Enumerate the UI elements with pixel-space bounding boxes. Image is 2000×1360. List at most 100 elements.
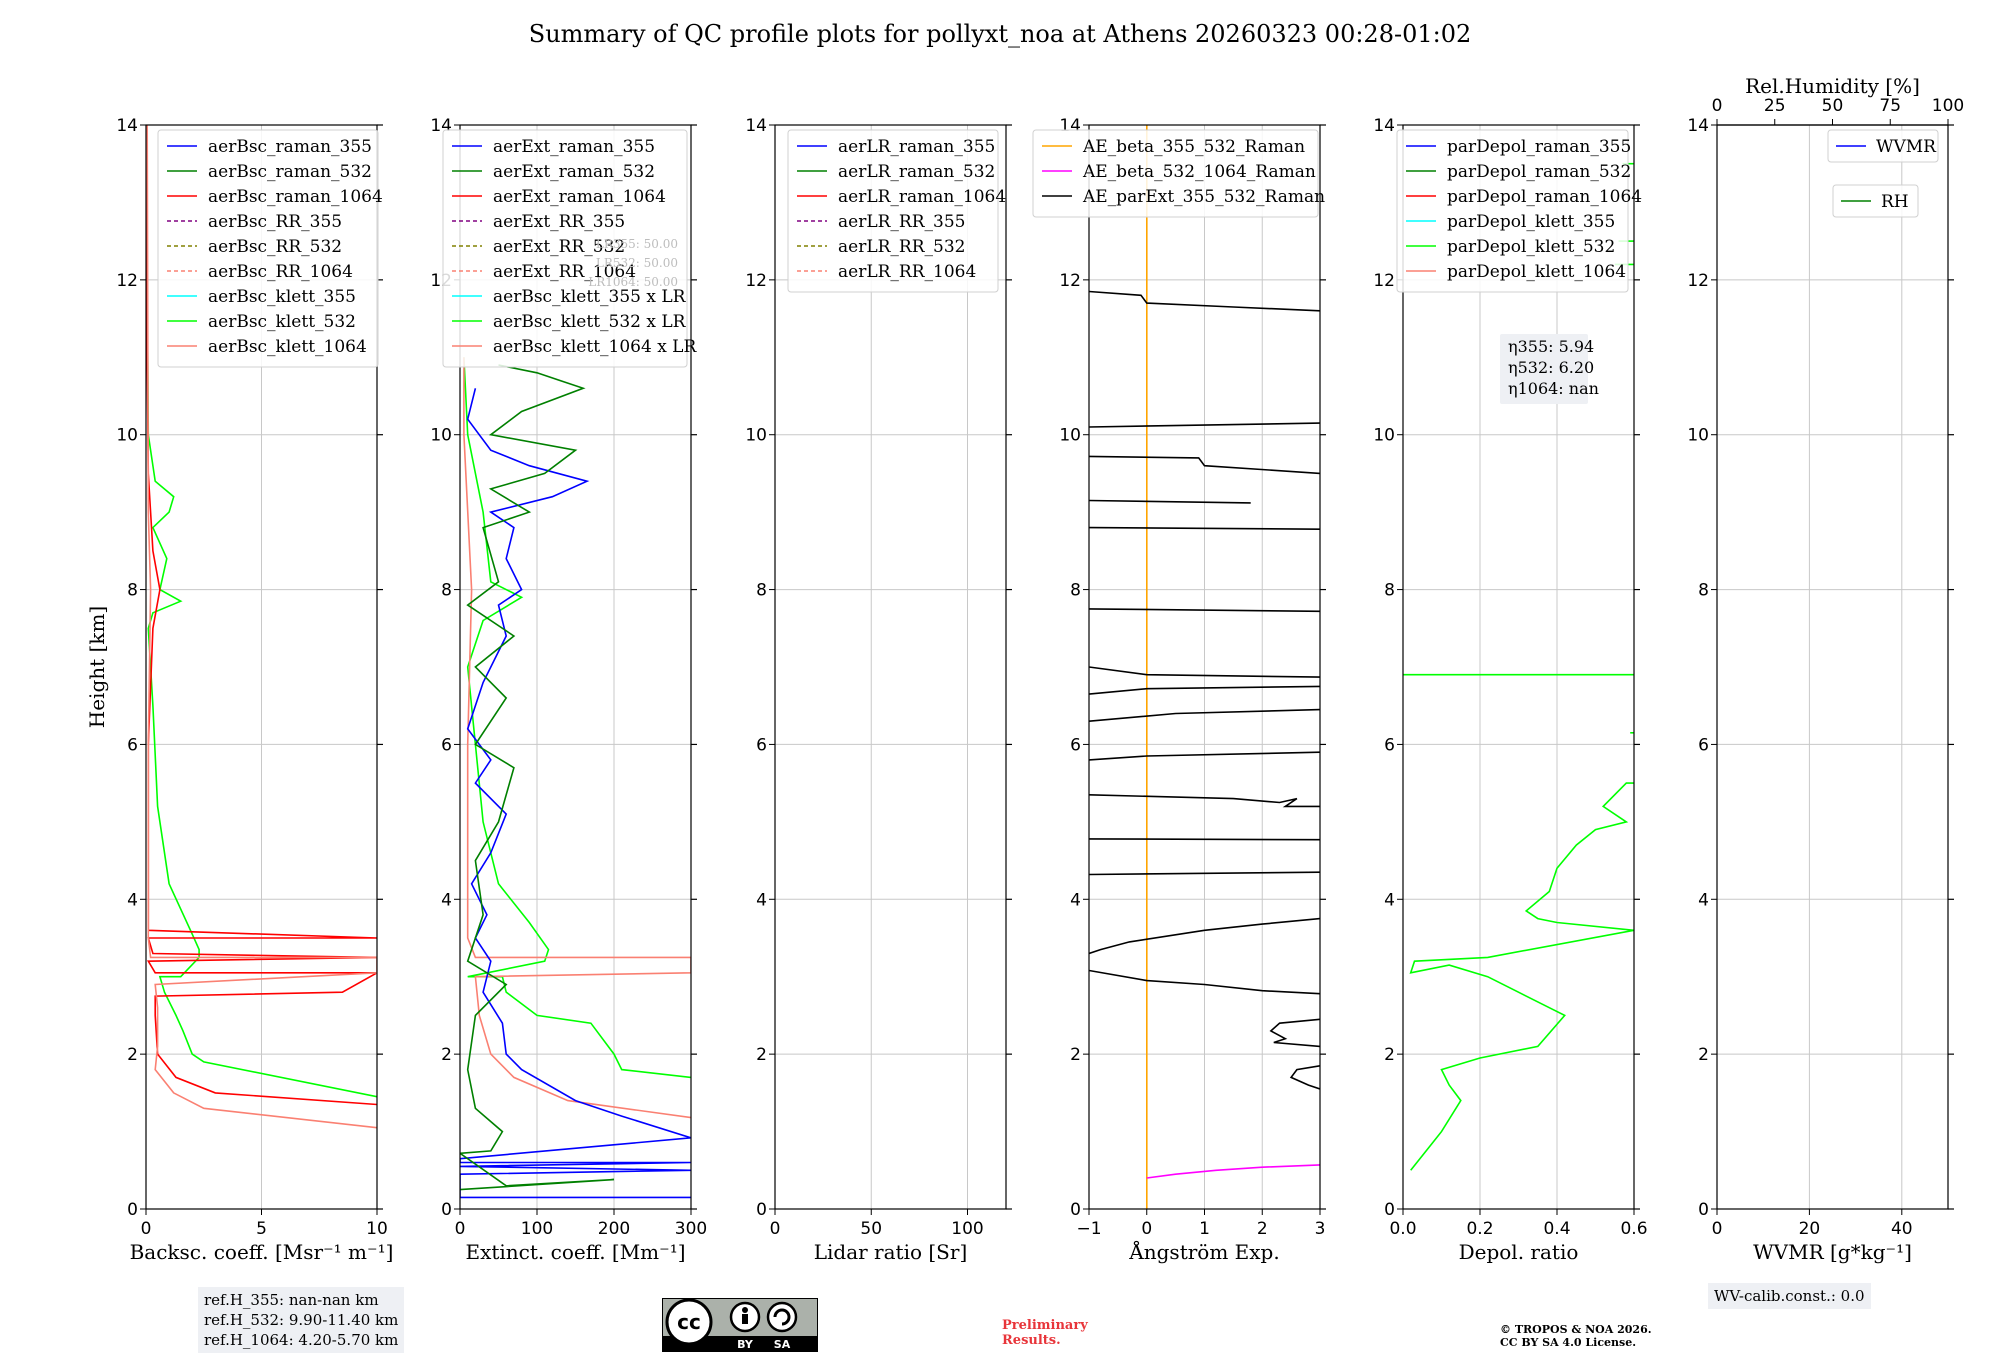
angstrom-series-AE_parExt_355_532_Raman-7 [1089, 685, 1320, 695]
water_vapor-top-xtick-label-4: 100 [1932, 96, 1964, 116]
depolarization-ytick-label-6: 12 [1373, 271, 1395, 291]
lidar_ratio-ytick-label-4: 8 [756, 581, 767, 601]
extinction-legend-label-6: aerBsc_klett_355 x LR [493, 287, 687, 307]
extinction-ytick-label-4: 8 [441, 581, 452, 601]
extinction-legend-box [442, 129, 688, 368]
angstrom-xtick-label-0: −1 [1076, 1219, 1101, 1239]
lidar_ratio-legend-label-4: aerLR_RR_532 [838, 237, 965, 257]
depolarization-ytick-label-4: 8 [1384, 581, 1395, 601]
depolarization-eta-2: η1064: nan [1508, 379, 1599, 398]
depolarization-legend-label-5: parDepol_klett_1064 [1447, 262, 1626, 282]
angstrom-legend-box [1032, 129, 1319, 218]
water_vapor-top-xlabel: Rel.Humidity [%] [1745, 74, 1920, 98]
angstrom-ytick-label-4: 8 [1070, 581, 1081, 601]
backscatter-legend-label-8: aerBsc_klett_1064 [208, 337, 367, 357]
extinction-series-aerExt_raman_532-0 [460, 364, 615, 1191]
extinction-legend-label-2: aerExt_raman_1064 [493, 187, 666, 207]
depolarization-eta-box [1500, 334, 1588, 404]
water_vapor-ytick-label-4: 8 [1698, 581, 1709, 601]
lidar_ratio-xtick-label-1: 50 [860, 1219, 882, 1239]
water_vapor-xtick-label-0: 0 [1712, 1219, 1723, 1239]
backscatter-legend-label-2: aerBsc_raman_1064 [208, 187, 383, 207]
ref-height-532: ref.H_532: 9.90-11.40 km [204, 1311, 399, 1329]
extinction-xlabel: Extinct. coeff. [Mm⁻¹] [465, 1240, 685, 1264]
lidar_ratio-ytick-label-2: 4 [756, 890, 767, 910]
by-label: BY [737, 1338, 754, 1351]
lidar_ratio-axes-frame [774, 124, 1007, 1210]
extinction-lr-label-1: LR532: 50.00 [596, 256, 678, 270]
angstrom-series-AE_parExt_355_532_Raman-10 [1089, 794, 1320, 808]
lidar_ratio-legend-label-0: aerLR_raman_355 [838, 137, 995, 157]
copyright-note: © TROPOS & NOA 2026. CC BY SA 4.0 Licens… [1500, 1323, 1652, 1349]
angstrom-series-AE_parExt_355_532_Raman-1 [1089, 422, 1320, 428]
lidar_ratio-xtick-label-0: 0 [770, 1219, 781, 1239]
angstrom-series-AE_parExt_355_532_Raman-4 [1089, 526, 1320, 530]
depolarization-eta-1: η532: 6.20 [1508, 358, 1594, 377]
backscatter-ytick-label-7: 14 [116, 116, 138, 136]
lidar_ratio-ytick-label-0: 0 [756, 1200, 767, 1220]
depolarization-legend-label-0: parDepol_raman_355 [1447, 137, 1631, 157]
water_vapor-top-xtick-label-0: 0 [1712, 96, 1723, 116]
backscatter-ytick-label-5: 10 [116, 426, 138, 446]
depolarization-eta-0: η355: 5.94 [1508, 337, 1594, 356]
angstrom-series-AE_parExt_355_532_Raman-6 [1089, 666, 1320, 678]
angstrom-series-AE_parExt_355_532_Raman-13 [1089, 917, 1320, 955]
lidar_ratio-legend-label-2: aerLR_raman_1064 [838, 187, 1006, 207]
depolarization-ytick-label-1: 2 [1384, 1045, 1395, 1065]
extinction-ytick-label-1: 2 [441, 1045, 452, 1065]
preliminary-note: Preliminary Results. [1002, 1318, 1088, 1348]
water_vapor-ytick-label-3: 6 [1698, 735, 1709, 755]
depolarization-legend-label-2: parDepol_raman_1064 [1447, 187, 1642, 207]
angstrom-series-AE_parExt_355_532_Raman-9 [1089, 751, 1320, 761]
extinction-xtick-label-2: 200 [598, 1219, 630, 1239]
extinction-lr-label-0: LR355: 50.00 [596, 237, 678, 251]
lidar_ratio-ytick-label-3: 6 [756, 735, 767, 755]
backscatter-ytick-label-2: 4 [127, 890, 138, 910]
wv-calib-text: WV-calib.const.: 0.0 [1714, 1287, 1865, 1305]
depolarization-xtick-label-2: 0.4 [1543, 1219, 1570, 1239]
depolarization-xtick-label-1: 0.2 [1466, 1219, 1493, 1239]
backscatter-ytick-label-1: 2 [127, 1045, 138, 1065]
angstrom-series-AE_parExt_355_532_Raman-2 [1089, 455, 1320, 475]
extinction-legend-label-0: aerExt_raman_355 [493, 137, 655, 157]
copyright-line-1: © TROPOS & NOA 2026. [1500, 1323, 1652, 1336]
water_vapor-axes-frame [1716, 124, 1949, 1210]
backscatter-legend-label-1: aerBsc_raman_532 [208, 162, 372, 182]
water_vapor-legend-box-1 [1832, 184, 1919, 218]
figure-title: Summary of QC profile plots for pollyxt_… [528, 20, 1472, 48]
backscatter-xtick-label-1: 5 [256, 1219, 267, 1239]
extinction-ytick-label-0: 0 [441, 1200, 452, 1220]
water_vapor-ytick-label-7: 14 [1687, 116, 1709, 136]
water_vapor-legend-label-0: WVMR [1876, 137, 1937, 157]
water_vapor-xlabel: WVMR [g*kg⁻¹] [1753, 1240, 1912, 1264]
extinction-legend-label-3: aerExt_RR_355 [493, 212, 625, 232]
angstrom-xtick-label-3: 2 [1257, 1219, 1268, 1239]
backscatter-ylabel: Height [km] [85, 606, 109, 728]
depolarization-axes-frame [1402, 124, 1635, 1210]
water_vapor-xtick-label-2: 40 [1891, 1219, 1913, 1239]
extinction-ytick-label-2: 4 [441, 890, 452, 910]
lidar_ratio-legend-label-5: aerLR_RR_1064 [838, 262, 976, 282]
angstrom-series-AE_parExt_355_532_Raman-11 [1089, 838, 1320, 841]
angstrom-ytick-label-0: 0 [1070, 1200, 1081, 1220]
copyright-line-2: CC BY SA 4.0 License. [1500, 1336, 1637, 1349]
lidar_ratio-xtick-label-2: 100 [951, 1219, 983, 1239]
backscatter-ytick-label-0: 0 [127, 1200, 138, 1220]
backscatter-series-aerBsc_klett_1064-0 [146, 125, 377, 1129]
backscatter-ytick-label-3: 6 [127, 735, 138, 755]
angstrom-legend-label-0: AE_beta_355_532_Raman [1082, 137, 1305, 157]
water_vapor-top-xtick-label-3: 75 [1879, 96, 1901, 116]
depolarization-ytick-label-5: 10 [1373, 426, 1395, 446]
water_vapor-ytick-label-2: 4 [1698, 890, 1709, 910]
depolarization-legend-label-4: parDepol_klett_532 [1447, 237, 1615, 257]
angstrom-series-AE_parExt_355_532_Raman-3 [1089, 499, 1251, 504]
backscatter-legend-label-4: aerBsc_RR_532 [208, 237, 342, 257]
angstrom-series-AE_parExt_355_532_Raman-8 [1089, 708, 1320, 722]
depolarization-ytick-label-2: 4 [1384, 890, 1395, 910]
depolarization-ytick-label-0: 0 [1384, 1200, 1395, 1220]
wv-calib-box: WV-calib.const.: 0.0 [1708, 1283, 1871, 1309]
depolarization-xtick-label-0: 0.0 [1389, 1219, 1416, 1239]
extinction-lr-label-2: LR1064: 50.00 [588, 275, 678, 289]
lidar_ratio-xlabel: Lidar ratio [Sr] [814, 1240, 968, 1264]
depolarization-legend-box [1396, 129, 1629, 293]
